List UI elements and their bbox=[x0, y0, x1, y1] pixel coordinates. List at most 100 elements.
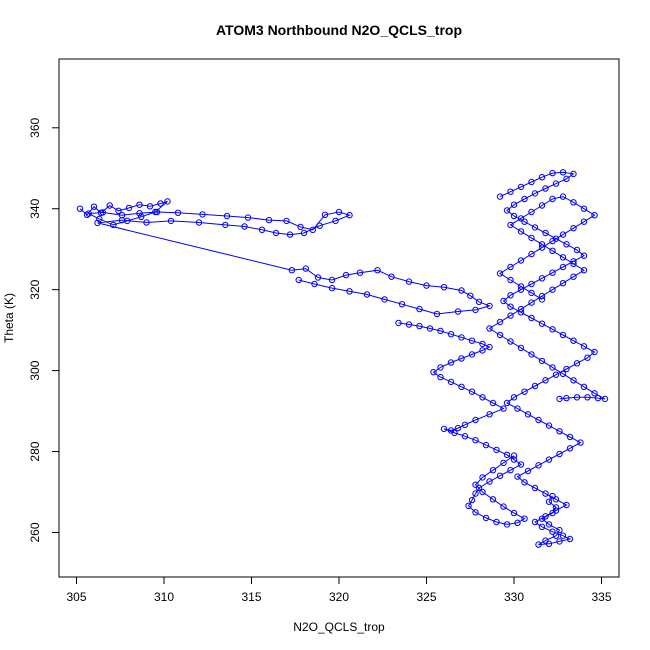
data-point bbox=[538, 244, 546, 251]
data-point bbox=[507, 188, 514, 195]
data-point bbox=[510, 452, 518, 459]
data-point bbox=[99, 209, 107, 216]
data-point bbox=[328, 276, 336, 284]
data-point bbox=[521, 218, 528, 225]
data-point bbox=[538, 357, 546, 365]
data-point bbox=[573, 360, 581, 367]
data-point bbox=[374, 267, 381, 274]
data-point bbox=[461, 421, 469, 428]
data-point bbox=[395, 319, 402, 327]
data-point bbox=[528, 208, 535, 216]
data-point bbox=[507, 303, 514, 310]
data-point bbox=[283, 217, 290, 225]
data-point bbox=[335, 208, 343, 216]
data-point bbox=[486, 302, 493, 310]
series-line bbox=[79, 200, 492, 315]
data-point bbox=[482, 514, 490, 522]
data-point bbox=[507, 467, 514, 474]
data-point bbox=[566, 445, 574, 452]
data-point bbox=[458, 383, 465, 390]
data-point bbox=[531, 190, 539, 197]
data-point bbox=[538, 202, 546, 209]
data-point bbox=[566, 535, 574, 543]
data-point bbox=[405, 321, 413, 328]
data-point bbox=[563, 501, 570, 509]
data-point bbox=[388, 273, 395, 280]
data-point bbox=[559, 280, 567, 287]
data-point bbox=[321, 211, 329, 219]
data-point bbox=[295, 276, 302, 284]
data-point bbox=[83, 211, 91, 219]
data-point bbox=[479, 347, 486, 354]
x-tick-label: 310 bbox=[154, 590, 174, 604]
data-point bbox=[475, 484, 483, 492]
data-point bbox=[538, 275, 546, 282]
data-point bbox=[311, 280, 318, 288]
x-tick-label: 315 bbox=[241, 590, 261, 604]
data-point bbox=[559, 254, 567, 261]
data-point bbox=[136, 201, 143, 208]
data-point bbox=[570, 337, 577, 344]
data-point bbox=[556, 428, 563, 435]
data-point bbox=[538, 174, 546, 181]
data-series bbox=[486, 193, 609, 403]
data-point bbox=[468, 351, 476, 358]
data-point bbox=[503, 521, 511, 528]
data-point bbox=[580, 267, 588, 274]
data-point bbox=[138, 213, 145, 221]
data-point bbox=[472, 490, 479, 497]
data-point bbox=[486, 343, 493, 351]
data-point bbox=[174, 209, 182, 217]
data-point bbox=[507, 276, 514, 284]
data-point bbox=[437, 373, 444, 381]
data-point bbox=[76, 205, 84, 212]
data-point bbox=[258, 226, 266, 234]
plot-frame bbox=[58, 58, 620, 578]
data-point bbox=[433, 310, 441, 318]
data-point bbox=[542, 537, 549, 544]
data-point bbox=[110, 221, 117, 229]
data-point bbox=[517, 228, 525, 235]
data-point bbox=[531, 518, 539, 526]
data-point bbox=[222, 221, 229, 229]
data-point bbox=[164, 198, 171, 205]
data-point bbox=[521, 515, 528, 522]
data-point bbox=[496, 318, 504, 326]
data-point bbox=[545, 422, 553, 429]
data-point bbox=[346, 288, 353, 295]
series-line bbox=[488, 196, 606, 400]
data-point bbox=[496, 472, 504, 479]
data-point bbox=[244, 214, 252, 221]
data-point bbox=[493, 518, 500, 526]
x-tick-label: 320 bbox=[329, 590, 349, 604]
data-point bbox=[531, 484, 539, 492]
data-point bbox=[423, 282, 430, 289]
data-point bbox=[549, 326, 556, 333]
data-point bbox=[475, 298, 483, 305]
data-point bbox=[510, 456, 518, 463]
data-point bbox=[514, 519, 521, 526]
y-tick-label: 360 bbox=[28, 117, 42, 137]
y-tick-label: 300 bbox=[28, 360, 42, 380]
data-point bbox=[584, 354, 591, 361]
data-point bbox=[549, 509, 556, 517]
data-point bbox=[514, 473, 521, 480]
data-point bbox=[503, 207, 511, 214]
data-point bbox=[332, 217, 339, 225]
data-point bbox=[146, 203, 154, 210]
data-point bbox=[517, 461, 525, 468]
data-point bbox=[90, 203, 98, 210]
data-point bbox=[472, 306, 479, 314]
data-point bbox=[286, 231, 294, 238]
data-point bbox=[314, 274, 322, 281]
data-point bbox=[482, 441, 490, 449]
data-point bbox=[559, 231, 567, 238]
data-point bbox=[125, 204, 133, 212]
data-point bbox=[535, 541, 542, 548]
data-point bbox=[118, 216, 126, 224]
data-point bbox=[556, 526, 563, 534]
data-point bbox=[468, 388, 476, 395]
data-point bbox=[521, 479, 528, 486]
data-point bbox=[535, 462, 542, 469]
